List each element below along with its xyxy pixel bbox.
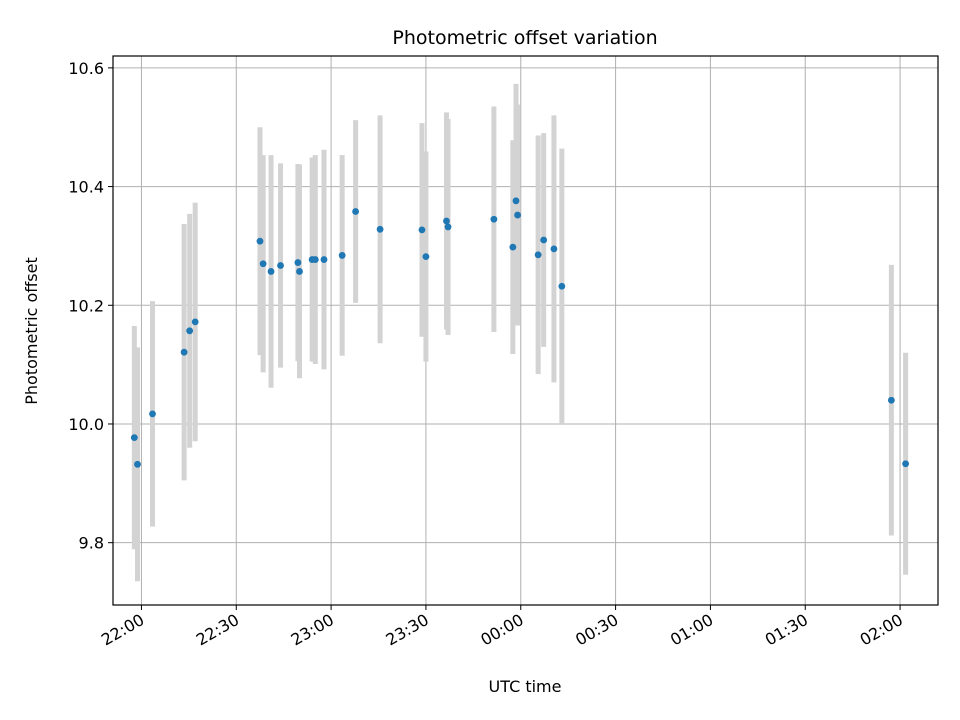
data-point (311, 256, 319, 263)
y-tick-label: 10.6 (68, 59, 104, 78)
data-point (376, 225, 384, 233)
plot-area-frame (112, 55, 939, 606)
data-point (256, 237, 264, 245)
chart-title: Photometric offset variation (392, 27, 657, 49)
y-tick-label: 9.8 (79, 534, 104, 553)
data-point (444, 223, 452, 231)
data-point (490, 215, 498, 223)
data-point (191, 318, 199, 326)
data-point (512, 197, 520, 205)
data-point (558, 282, 566, 290)
y-tick-label: 10.4 (68, 178, 104, 197)
data-point (149, 410, 156, 418)
data-point (320, 256, 328, 263)
data-point (352, 208, 360, 215)
x-axis-label: UTC time (489, 677, 562, 696)
data-point (277, 262, 284, 269)
data-point (418, 226, 426, 234)
y-tick-label: 10.2 (68, 296, 104, 315)
data-point (514, 211, 521, 219)
data-point (259, 260, 267, 268)
data-point (550, 245, 558, 253)
data-point (422, 253, 430, 261)
y-axis-label: Photometric offset (22, 257, 41, 405)
data-point (186, 327, 194, 335)
data-point (296, 268, 303, 275)
data-points (130, 197, 910, 468)
y-tick-label: 10.0 (68, 415, 104, 434)
data-point (134, 460, 141, 468)
data-point (902, 460, 910, 468)
data-point (294, 259, 302, 266)
data-point (130, 434, 138, 442)
data-point (887, 396, 895, 404)
data-point (540, 236, 548, 244)
data-point (267, 268, 275, 275)
data-point (180, 348, 188, 356)
data-point (534, 251, 542, 259)
data-point (443, 217, 450, 225)
data-point (509, 243, 517, 251)
grid (113, 56, 938, 605)
data-point (338, 252, 346, 259)
